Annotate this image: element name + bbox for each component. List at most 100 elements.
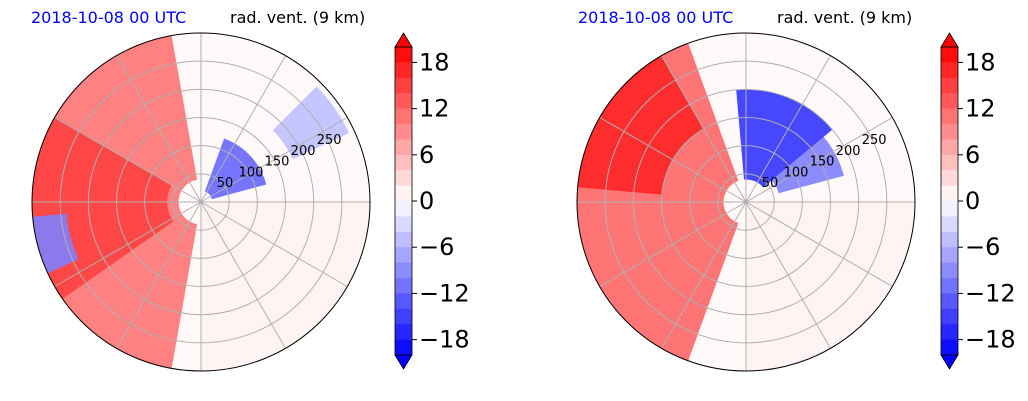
panel-2-range-label: 200: [836, 144, 861, 159]
panel-2-azimuth-line-300: [745, 201, 831, 349]
panel-1-colorbar-tick-label: −12: [419, 279, 470, 307]
panel-2-colorbar-level: [941, 93, 958, 110]
panel-2-border: [576, 32, 916, 372]
panel-2-colorbar-level: [941, 308, 958, 325]
panel-2-colorbar-level: [941, 231, 958, 248]
panel-2-colorbar-tick-label: 0: [965, 187, 980, 215]
panel-1-range-label: 250: [317, 133, 342, 148]
panel-1-colorbar-extend-min: [394, 354, 413, 370]
panel-1-field-region-4: [204, 138, 267, 200]
panel-1-field-region-6: [201, 202, 370, 371]
panel-1-colorbar-level: [395, 124, 412, 140]
panel-2-colorbar: −18 −12 −6 0 6 12 18: [940, 32, 1016, 370]
panel-2-field-region-3: [736, 89, 833, 188]
panel-1-colorbar: −18 −12 −6 0 6 12 18: [394, 32, 470, 370]
panel-1-field-region-3: [32, 213, 79, 274]
panel-1-range-label: 50: [217, 176, 234, 191]
panel-1-colorbar-tick-label: −18: [419, 326, 470, 354]
panel-1-azimuth-line-150: [54, 117, 202, 203]
panel-1-title-variable: rad. vent. (9 km): [230, 8, 366, 27]
panel-1-colorbar-level: [395, 201, 412, 217]
panel-2-azimuth-line-330: [745, 201, 893, 287]
panel-1-range-label: 100: [239, 165, 264, 180]
panel-2-range-label: 100: [784, 165, 809, 180]
panel-1-azimuth-line-120: [116, 55, 202, 203]
panel-2-colorbar-level: [941, 201, 958, 217]
panel-2-colorbar-level: [941, 139, 958, 156]
panel-2-colorbar-level: [941, 262, 958, 279]
panel-1-colorbar-level: [395, 154, 412, 171]
panel-1-colorbar-level: [395, 185, 412, 202]
panel-1-azimuth-line-210: [54, 201, 202, 287]
panel-2-azimuth-line-240: [661, 201, 747, 349]
panel-1-azimuth-line-300: [200, 201, 286, 349]
panel-2-colorbar-level: [941, 293, 958, 310]
panel-2-colorbar-level: [941, 170, 958, 187]
panel-1-colorbar-level: [395, 170, 412, 187]
panel-2-colorbar-tick-label: −6: [965, 233, 1000, 261]
panel-1-range-label: 200: [291, 144, 316, 159]
panel-1-azimuth-line-240: [116, 201, 202, 349]
panel-1-colorbar-level: [395, 308, 412, 325]
panel-1-colorbar-tick-label: 6: [419, 141, 434, 169]
panel-1-colorbar-level: [395, 262, 412, 279]
panel-1-field-region-5: [272, 86, 350, 160]
panel-1-border: [31, 32, 371, 372]
panel-2-colorbar-tick-label: 12: [965, 95, 996, 123]
panel-1-range-label: 150: [265, 155, 290, 170]
panel-2-colorbar-level: [941, 324, 958, 341]
panel-1-colorbar-level: [395, 108, 412, 125]
panel-2-field-region-4: [771, 136, 844, 194]
panel-2-colorbar-tick-label: 18: [965, 48, 996, 76]
panel-1-azimuth-line-330: [200, 201, 348, 287]
panel-2-azimuth-line-210: [599, 201, 747, 287]
panel-2-colorbar-tick-label: −18: [965, 326, 1016, 354]
panel-1-colorbar-extend-max: [394, 32, 413, 48]
panel-1-colorbar-level: [395, 324, 412, 341]
panel-2-azimuth-line-60: [745, 55, 831, 203]
panel-1-colorbar-level: [395, 339, 412, 356]
panel-2-range-label: 150: [810, 155, 835, 170]
panel-2-title-variable: rad. vent. (9 km): [777, 8, 913, 27]
panel-2-azimuth-line-150: [599, 117, 747, 203]
panel-2-colorbar-level: [941, 185, 958, 202]
panel-1-azimuth-line-60: [200, 55, 286, 203]
panel-1-colorbar-level: [395, 278, 412, 294]
panel-2-colorbar-level: [941, 247, 958, 264]
panel-1-colorbar-level: [395, 139, 412, 156]
panel-2-field-region-5: [746, 202, 915, 371]
panel-1-colorbar-tick-label: −6: [419, 233, 454, 261]
panel-1-colorbar-level: [395, 216, 412, 233]
panel-2-colorbar-level: [941, 77, 958, 94]
panel-1-azimuth-line-30: [200, 117, 348, 203]
panel-1-colorbar-tick-label: 18: [419, 48, 450, 76]
panel-1-colorbar-level: [395, 247, 412, 264]
panel-2-colorbar-extend-min: [940, 354, 959, 370]
panel-2-colorbar-level: [941, 124, 958, 140]
panel-2-colorbar-level: [941, 62, 958, 79]
panel-1-colorbar-level: [395, 47, 412, 63]
panel-2-colorbar-extend-max: [940, 32, 959, 48]
panel-2-colorbar-level: [941, 47, 958, 63]
panel-2-range-label: 50: [762, 176, 779, 191]
panel-1-title-date: 2018-10-08 00 UTC: [31, 8, 187, 27]
panel-1-colorbar-level: [395, 77, 412, 94]
panel-2-colorbar-level: [941, 154, 958, 171]
panel-1-colorbar-level: [395, 231, 412, 248]
panel-1-colorbar-level: [395, 93, 412, 110]
panel-2-azimuth-line-30: [745, 117, 893, 203]
panel-2-colorbar-level: [941, 339, 958, 356]
panel-2-range-label: 250: [862, 133, 887, 148]
panel-1-colorbar-tick-label: 12: [419, 95, 450, 123]
panel-1-colorbar-tick-label: 0: [419, 187, 434, 215]
panel-2-colorbar-level: [941, 278, 958, 294]
panel-2-title-date: 2018-10-08 00 UTC: [578, 8, 734, 27]
panel-2-colorbar-level: [941, 108, 958, 125]
panel-1-colorbar-level: [395, 293, 412, 310]
panel-2-colorbar-tick-label: 6: [965, 141, 980, 169]
panel-2-colorbar-tick-label: −12: [965, 279, 1016, 307]
panel-2-azimuth-line-120: [661, 55, 747, 203]
